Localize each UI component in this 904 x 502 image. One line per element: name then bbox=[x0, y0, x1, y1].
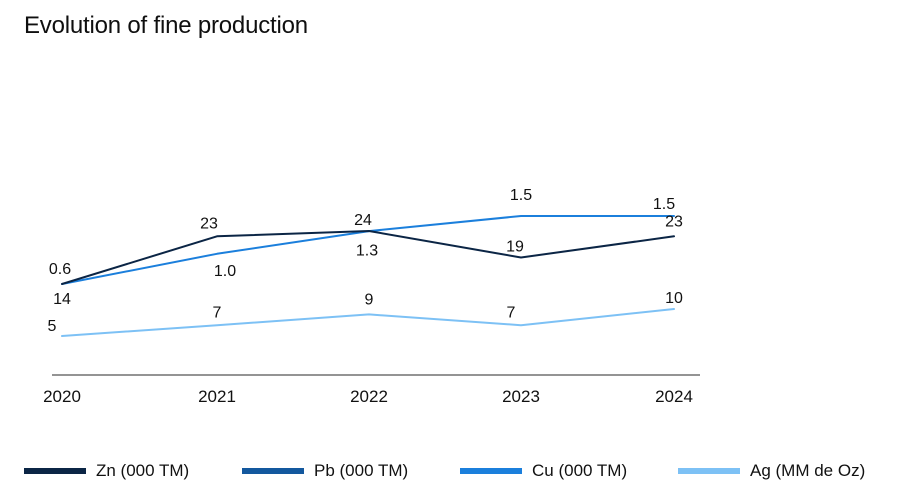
data-label: 24 bbox=[354, 212, 372, 229]
legend-swatch-cu bbox=[460, 468, 522, 474]
x-tick-label: 2022 bbox=[350, 387, 388, 406]
legend-item-zn[interactable]: Zn (000 TM) bbox=[24, 458, 189, 484]
legend-swatch-pb bbox=[242, 468, 304, 474]
data-label: 7 bbox=[507, 304, 516, 321]
x-tick-label: 2020 bbox=[43, 387, 81, 406]
data-label: 14 bbox=[53, 291, 71, 308]
x-tick-label: 2021 bbox=[198, 387, 236, 406]
legend-item-pb[interactable]: Pb (000 TM) bbox=[242, 458, 408, 484]
legend-label-ag: Ag (MM de Oz) bbox=[750, 461, 866, 480]
legend-label-zn: Zn (000 TM) bbox=[96, 461, 190, 480]
chart-title: Evolution of fine production bbox=[24, 12, 308, 39]
series-line-ag bbox=[61, 308, 675, 337]
data-label: 1.3 bbox=[356, 242, 378, 259]
line-chart: 2020 2021 2022 2023 2024 14 23 24 19 23 0.6 1.0 1.3 1… bbox=[43, 187, 700, 406]
data-label: 1.0 bbox=[214, 263, 236, 280]
legend-swatch-zn bbox=[24, 468, 86, 474]
legend-item-ag[interactable]: Ag (MM de Oz) bbox=[678, 458, 865, 484]
legend-item-cu[interactable]: Cu (000 TM) bbox=[460, 458, 627, 484]
legend-label-cu: Cu (000 TM) bbox=[532, 461, 628, 480]
x-tick-label: 2024 bbox=[655, 387, 693, 406]
data-label: 19 bbox=[506, 239, 524, 256]
data-label: 0.6 bbox=[49, 261, 71, 278]
data-label: 23 bbox=[665, 214, 683, 231]
data-label: 9 bbox=[365, 292, 374, 309]
legend-swatch-ag bbox=[678, 468, 740, 474]
x-tick-label: 2023 bbox=[502, 387, 540, 406]
data-label: 1.5 bbox=[510, 187, 532, 204]
chart-legend: Zn (000 TM) Pb (000 TM) Cu (000 TM) Ag (… bbox=[24, 458, 880, 484]
legend-label-pb: Pb (000 TM) bbox=[314, 461, 409, 480]
data-label: 5 bbox=[48, 318, 57, 335]
data-label: 1.5 bbox=[653, 196, 675, 213]
data-label: 10 bbox=[665, 290, 683, 307]
series-line-zn bbox=[61, 230, 675, 285]
data-label: 7 bbox=[213, 304, 222, 321]
data-label: 23 bbox=[200, 216, 218, 233]
